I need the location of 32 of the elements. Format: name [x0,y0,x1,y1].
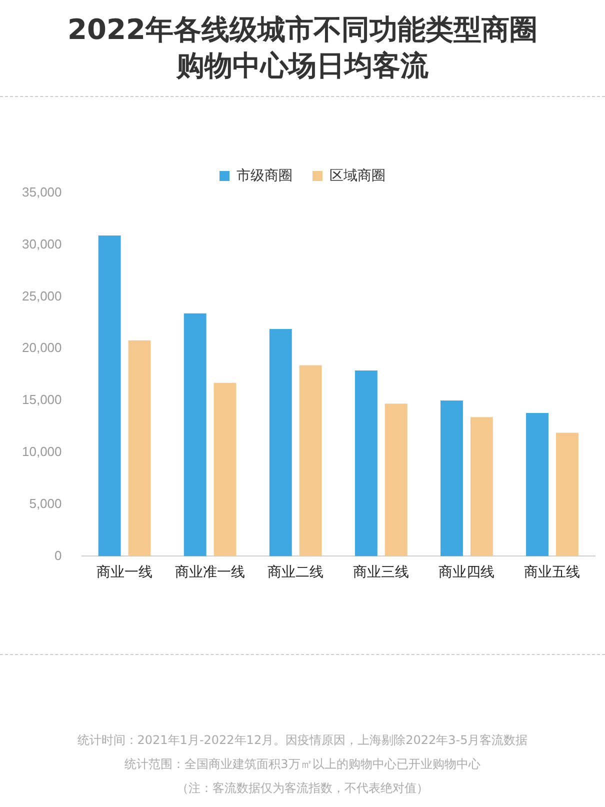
legend-label: 市级商圈 [236,166,292,183]
legend-label: 区域商圈 [330,166,386,183]
y-tick-label: 15,000 [22,392,62,408]
bar [556,432,578,556]
bar [299,365,322,556]
bar [526,412,548,556]
y-tick-label: 30,000 [22,236,62,252]
bar [470,417,493,556]
x-tick-label: 商业二线 [268,563,324,580]
y-tick-label: 10,000 [22,444,62,460]
bar [354,370,378,556]
bar [214,382,236,556]
x-tick-label: 商业准一线 [175,563,246,580]
y-tick-label: 0 [54,548,62,563]
x-tick-label: 商业五线 [524,563,580,580]
text: 统计范围：全国商业建筑面积3万㎡以上的购物中心已开业购物中心 [124,756,482,773]
y-tick-label: 5,000 [29,496,62,511]
bar [384,404,408,556]
bar [98,236,121,556]
bar [128,340,151,556]
x-tick-label: 商业一线 [96,563,153,580]
y-tick-label: 25,000 [22,288,62,304]
x-tick-label: 商业三线 [353,563,410,580]
text: （注：客流数据仅为客流指数，不代表绝对值） [176,780,430,797]
text: 统计时间：2021年1月-2022年12月。因疫情原因，上海剔除2022年3-5月客流数据 [76,732,529,749]
bar [269,328,292,556]
y-tick-label: 35,000 [22,184,62,200]
x-tick-label: 商业四线 [438,563,495,580]
chart-title: 2022年各线级城市不同功能类型商圈购物中心场日均客流 [66,12,538,84]
bar [184,313,206,556]
bar [440,400,463,556]
y-tick-label: 20,000 [22,340,62,356]
